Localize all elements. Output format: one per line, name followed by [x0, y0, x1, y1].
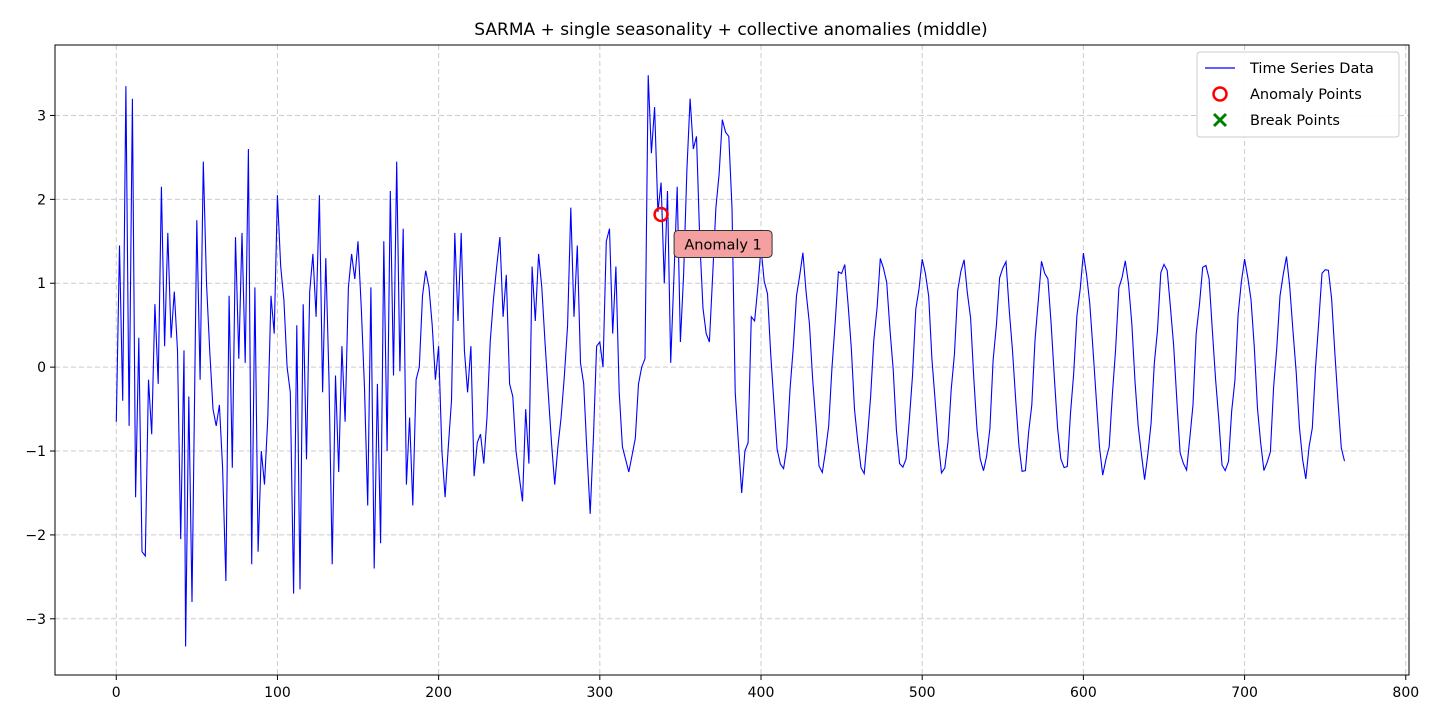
legend-label: Time Series Data	[1249, 61, 1374, 77]
y-tick-label: 3	[37, 108, 46, 124]
x-tick-label: 0	[112, 685, 121, 701]
x-tick-label: 300	[586, 685, 613, 701]
x-tick-label: 400	[748, 685, 775, 701]
y-tick-label: 1	[37, 276, 46, 292]
x-tick-label: 500	[909, 685, 936, 701]
y-tick-label: −2	[25, 528, 46, 544]
annotation-layer: Anomaly 1	[673, 229, 773, 258]
chart-title: SARMA + single seasonality + collective …	[474, 20, 987, 40]
plot-layer	[115, 75, 1346, 647]
tick-layer: 0 100 200 300 400 500 600 700 800 −3 −2 −1 0 1 2 3	[25, 108, 1419, 701]
annotation-box	[673, 229, 773, 258]
legend: Time Series Data Anomaly Points Break Poin…	[1196, 51, 1400, 138]
legend-label: Anomaly Points	[1250, 87, 1362, 103]
legend-x-icon	[1212, 112, 1228, 128]
x-tick-label: 200	[425, 685, 452, 701]
y-tick-label: −3	[25, 612, 46, 628]
series-line-time-series-data	[115, 75, 1346, 647]
x-tick-label: 800	[1392, 685, 1419, 701]
legend-box	[1196, 51, 1400, 138]
x-tick-label: 100	[264, 685, 291, 701]
y-tick-label: 0	[37, 360, 46, 376]
legend-label: Break Points	[1250, 113, 1340, 129]
anomaly-point-marker	[653, 206, 669, 223]
x-tick-label: 700	[1231, 685, 1258, 701]
y-tick-label: −1	[25, 444, 46, 460]
plot-frame	[54, 44, 1410, 676]
legend-circle-icon	[1212, 86, 1228, 102]
annotation-label: Anomaly 1	[684, 237, 761, 253]
x-tick-label: 600	[1070, 685, 1097, 701]
y-tick-label: 2	[37, 192, 46, 208]
